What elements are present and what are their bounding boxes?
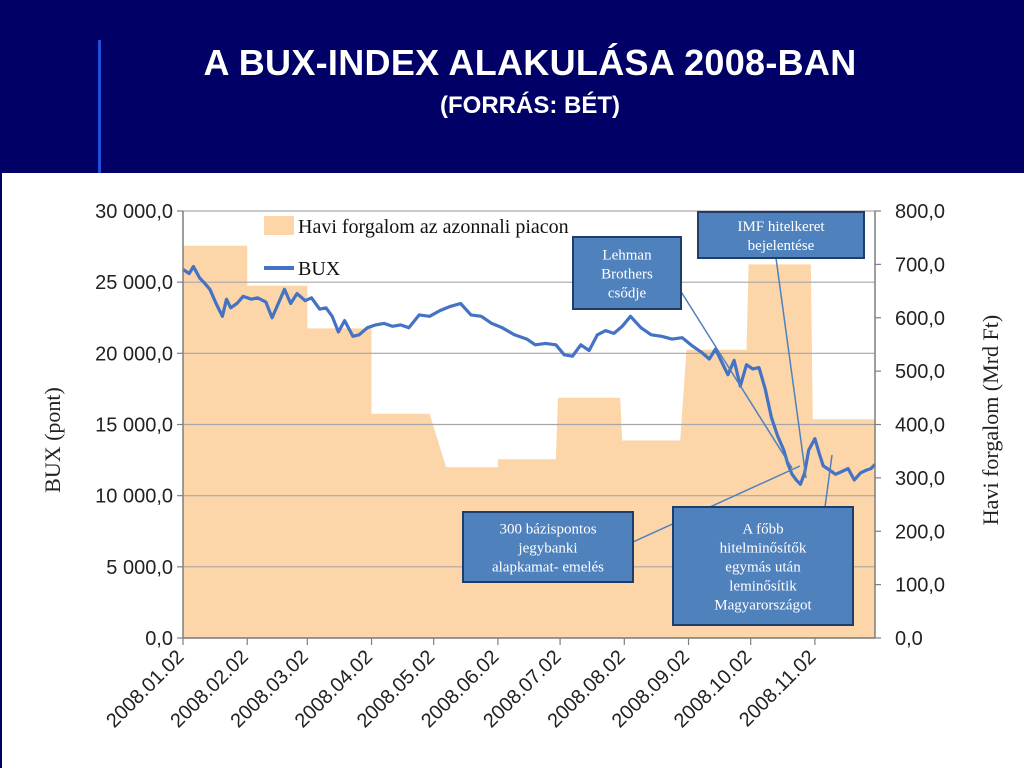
left-tick-label: 20 000,0 bbox=[95, 343, 173, 365]
annotation-text: bejelentése bbox=[748, 238, 815, 254]
slide-subtitle: (FORRÁS: BÉT) bbox=[440, 92, 620, 119]
annotation-leader-line bbox=[824, 454, 833, 508]
annotation-text: jegybanki bbox=[517, 541, 577, 557]
right-axis-title: Havi forgalom (Mrd Ft) bbox=[978, 315, 1003, 525]
bux-line-layer bbox=[182, 264, 877, 486]
annotation-text: alapkamat- emelés bbox=[492, 560, 604, 576]
annotation-text: csődje bbox=[608, 286, 647, 302]
annotation-leader-line bbox=[775, 257, 807, 479]
left-tick-label: 10 000,0 bbox=[95, 486, 173, 508]
annotation-text: leminősítik bbox=[729, 579, 797, 595]
right-tick-label: 500,0 bbox=[895, 361, 945, 383]
slide-header bbox=[0, 0, 1024, 173]
annotation-text: Lehman bbox=[602, 248, 652, 264]
right-tick-label: 800,0 bbox=[895, 201, 945, 223]
header-accent-line bbox=[98, 40, 101, 173]
slide-title: A BUX-INDEX ALAKULÁSA 2008-BAN bbox=[203, 42, 857, 83]
annotation-text: hitelminősítők bbox=[720, 541, 807, 557]
annotations: Lehman Brothers csődje IMF hitelkeret bejele… bbox=[462, 211, 865, 626]
annotation-text: Brothers bbox=[601, 267, 653, 283]
legend-label-line: BUX bbox=[298, 258, 341, 280]
left-tick-label: 15 000,0 bbox=[95, 415, 173, 437]
left-tick-label: 30 000,0 bbox=[95, 201, 173, 223]
bux-line bbox=[182, 264, 877, 486]
right-tick-label: 400,0 bbox=[895, 415, 945, 437]
annotation-text: egymás után bbox=[725, 560, 801, 576]
left-edge-rule bbox=[0, 173, 2, 768]
legend-label-area: Havi forgalom az azonnali piacon bbox=[298, 216, 569, 238]
annotation-text: Magyarországot bbox=[714, 598, 812, 614]
annotation-leader-line bbox=[632, 465, 801, 543]
annotation-box bbox=[697, 211, 865, 259]
annotation-box bbox=[672, 506, 854, 626]
left-tick-label: 25 000,0 bbox=[95, 272, 173, 294]
right-tick-label: 200,0 bbox=[895, 521, 945, 543]
right-tick-label: 300,0 bbox=[895, 468, 945, 490]
annotation-box bbox=[462, 511, 634, 583]
legend-swatch-area bbox=[264, 216, 294, 235]
right-tick-label: 600,0 bbox=[895, 308, 945, 330]
annotation-text: A főbb bbox=[742, 522, 783, 538]
annotation-text: 300 bázispontos bbox=[499, 522, 596, 538]
right-tick-label: 0,0 bbox=[895, 628, 923, 650]
right-tick-label: 700,0 bbox=[895, 254, 945, 276]
annotation-box bbox=[572, 236, 682, 310]
right-tick-label: 100,0 bbox=[895, 575, 945, 597]
left-axis-title: BUX (pont) bbox=[40, 387, 65, 493]
left-tick-label: 0,0 bbox=[145, 628, 173, 650]
left-tick-label: 5 000,0 bbox=[106, 557, 173, 579]
annotation-leader-line bbox=[679, 289, 793, 469]
legend: Havi forgalom az azonnali piacon BUX bbox=[264, 216, 569, 280]
annotation-text: IMF hitelkeret bbox=[737, 219, 825, 235]
